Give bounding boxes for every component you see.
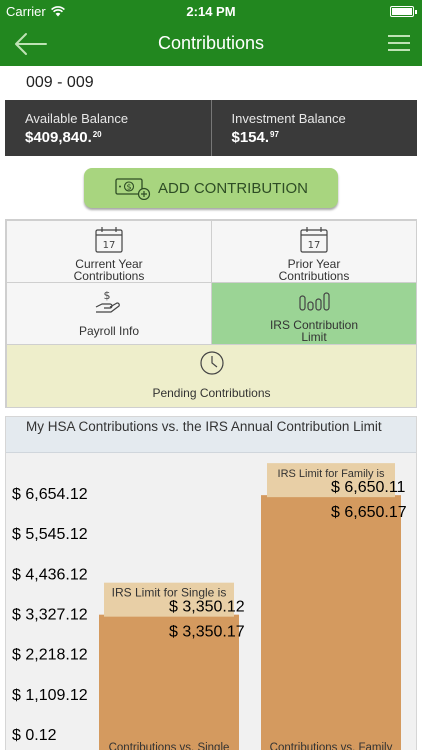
- available-balance: Available Balance $409,840.20: [5, 100, 211, 156]
- x-category-label-0: Contributions vs. Single: [109, 742, 230, 750]
- wifi-icon: [50, 6, 65, 17]
- svg-text:$ 5,545.12: $ 5,545.12: [12, 526, 88, 543]
- add-contribution-button[interactable]: $ ADD CONTRIBUTION: [84, 168, 338, 208]
- clock-icon: [199, 351, 224, 375]
- calendar-icon: 17: [95, 227, 123, 253]
- chart-header: My HSA Contributions vs. the IRS Annual …: [6, 417, 416, 453]
- bar-chart-icon: [299, 292, 330, 311]
- investment-balance-label: Investment Balance: [231, 111, 346, 126]
- svg-text:$ 1,109.12: $ 1,109.12: [12, 687, 88, 704]
- svg-text:17: 17: [308, 240, 321, 251]
- menu-tiles: 17 Current Year Contributions 17 Prior Y…: [5, 219, 417, 408]
- account-id: 009 - 009: [26, 74, 94, 91]
- limit-label-box-0: [104, 582, 234, 617]
- page-title: Contributions: [157, 33, 265, 53]
- svg-text:$: $: [126, 183, 131, 192]
- svg-text:$ 3,350.17: $ 3,350.17: [169, 624, 245, 641]
- hamburger-menu-icon[interactable]: [388, 32, 410, 54]
- tile-label-line1: IRS Contribution: [269, 318, 359, 332]
- tile-label-line1: Current Year: [75, 257, 143, 271]
- calendar-icon: 17: [300, 227, 328, 253]
- tile-label-line2: Limit: [301, 330, 327, 344]
- svg-text:$ 2,218.12: $ 2,218.12: [12, 647, 88, 664]
- hand-money-icon: $: [95, 289, 120, 313]
- contribution-chart-panel: My HSA Contributions vs. the IRS Annual …: [5, 416, 417, 750]
- bar-0: [99, 614, 239, 750]
- money-add-icon: $: [115, 178, 151, 200]
- available-balance-value: $409,840.20: [25, 129, 102, 146]
- limit-label-line1-1: IRS Limit for Family is: [278, 468, 385, 480]
- tile-irs-contribution-limit[interactable]: IRS Contribution Limit: [211, 282, 417, 345]
- svg-text:$ 6,654.12: $ 6,654.12: [12, 486, 88, 503]
- investment-balance: Investment Balance $154.97: [210, 100, 418, 156]
- add-contribution-label: ADD CONTRIBUTION: [158, 179, 308, 197]
- tile-label-line1: Prior Year: [287, 257, 341, 271]
- contribution-chart: $ 0.12 $ 1,109.12 $ 2,218.12 $ 3,327.12 $ 4,…: [12, 461, 411, 750]
- x-category-label-1: Contributions vs. Family: [270, 742, 393, 750]
- tile-pending-contributions[interactable]: Pending Contributions: [6, 344, 417, 408]
- tile-label-line2: Contributions: [73, 269, 145, 283]
- tile-prior-year-contributions[interactable]: 17 Prior Year Contributions: [211, 220, 417, 283]
- status-time: 2:14 PM: [186, 4, 236, 19]
- svg-text:17: 17: [103, 240, 116, 251]
- available-balance-label: Available Balance: [25, 111, 129, 126]
- tile-label: Payroll Info: [78, 324, 140, 338]
- svg-text:$ 6,650.17: $ 6,650.17: [331, 504, 407, 521]
- tile-label-line2: Contributions: [278, 269, 350, 283]
- bar-1: [261, 495, 401, 750]
- tile-current-year-contributions[interactable]: 17 Current Year Contributions: [6, 220, 212, 283]
- limit-label-box-1: [267, 463, 395, 498]
- svg-text:$ 0.12: $ 0.12: [12, 727, 57, 744]
- svg-text:$: $: [104, 289, 111, 302]
- investment-balance-value: $154.97: [231, 129, 279, 146]
- back-arrow-icon[interactable]: [12, 30, 48, 58]
- chart-title: My HSA Contributions vs. the IRS Annual …: [26, 419, 382, 434]
- svg-text:$ 3,327.12: $ 3,327.12: [12, 607, 88, 624]
- svg-text:$ 3,350.12: $ 3,350.12: [169, 599, 245, 616]
- tile-payroll-info[interactable]: $ Payroll Info: [6, 282, 212, 345]
- battery-icon: [390, 6, 417, 17]
- tile-label: Pending Contributions: [152, 386, 271, 400]
- balance-bar: Available Balance $409,840.20 Investment…: [5, 100, 417, 156]
- carrier-label: Carrier: [6, 4, 46, 19]
- limit-label-line1-0: IRS Limit for Single is: [112, 586, 227, 600]
- status-bar: Carrier 2:14 PM: [0, 0, 422, 22]
- svg-text:$ 4,436.12: $ 4,436.12: [12, 566, 88, 583]
- nav-bar: Contributions: [0, 22, 422, 66]
- svg-text:$ 6,650.11: $ 6,650.11: [331, 479, 406, 496]
- status-carrier: Carrier: [6, 4, 65, 19]
